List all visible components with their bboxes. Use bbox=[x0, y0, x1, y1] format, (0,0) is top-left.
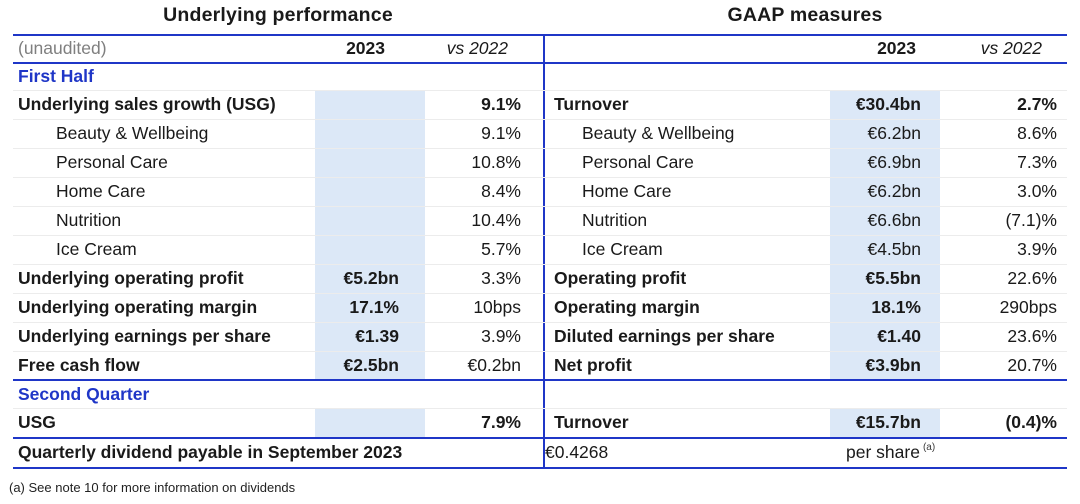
table-row-earnings-per-share: Underlying earnings per share €1.39 3.9%… bbox=[13, 323, 1067, 352]
table-row-home-care: Home Care 8.4% Home Care €6.2bn 3.0% bbox=[13, 178, 1067, 207]
value-2023 bbox=[315, 236, 425, 264]
value-vs-2022: (7.1)% bbox=[1005, 210, 1057, 231]
first-half-section-row: First Half bbox=[13, 64, 1067, 91]
value-vs-2022: 3.9% bbox=[481, 326, 521, 347]
value-vs-2022: 10bps bbox=[473, 297, 521, 318]
dividend-row: Quarterly dividend payable in September … bbox=[13, 439, 1067, 469]
table-row-q2-usg: USG 7.9% Turnover €15.7bn (0.4)% bbox=[13, 409, 1067, 439]
row-label: Turnover bbox=[554, 412, 629, 433]
value-2023 bbox=[315, 207, 425, 235]
table-row-operating-profit: Underlying operating profit €5.2bn 3.3% … bbox=[13, 265, 1067, 294]
row-label: Turnover bbox=[554, 94, 629, 115]
value-2023: €2.5bn bbox=[315, 352, 425, 379]
column-group-titles: Underlying performance GAAP measures bbox=[13, 4, 1067, 34]
col-vs-2022-right: vs 2022 bbox=[980, 38, 1042, 59]
results-table: (unaudited) 2023 vs 2022 2023 vs 2022 Fi… bbox=[13, 34, 1067, 469]
dividend-label: Quarterly dividend payable in September … bbox=[18, 442, 403, 463]
row-label: Net profit bbox=[554, 354, 632, 375]
row-label: Ice Cream bbox=[582, 239, 663, 260]
value-2023 bbox=[315, 120, 425, 148]
value-vs-2022: 2.7% bbox=[1017, 94, 1057, 115]
table-row-free-cash-flow: Free cash flow €2.5bn €0.2bn Net profit … bbox=[13, 352, 1067, 381]
row-label: Beauty & Wellbeing bbox=[56, 123, 209, 144]
value-vs-2022: 9.1% bbox=[481, 123, 521, 144]
value-2023 bbox=[315, 91, 425, 119]
row-label: Free cash flow bbox=[18, 354, 140, 375]
row-label: Home Care bbox=[582, 181, 672, 202]
value-vs-2022: 7.3% bbox=[1017, 152, 1057, 173]
value-vs-2022: €0.2bn bbox=[467, 354, 521, 375]
value-2023: €1.39 bbox=[315, 323, 425, 351]
row-label: Underlying earnings per share bbox=[18, 326, 271, 347]
row-label: Diluted earnings per share bbox=[554, 326, 775, 347]
footnote: (a) See note 10 for more information on … bbox=[9, 480, 296, 495]
value-2023: €30.4bn bbox=[830, 91, 940, 119]
header-spacer bbox=[545, 36, 830, 62]
row-label: Personal Care bbox=[582, 152, 694, 173]
value-vs-2022: 9.1% bbox=[481, 94, 521, 115]
value-vs-2022: 8.6% bbox=[1017, 123, 1057, 144]
gaap-measures-title: GAAP measures bbox=[727, 4, 883, 26]
value-vs-2022: 290bps bbox=[999, 297, 1057, 318]
second-quarter-heading: Second Quarter bbox=[18, 383, 150, 404]
row-label: Home Care bbox=[56, 181, 146, 202]
col-2023-right: 2023 bbox=[877, 38, 916, 59]
value-2023 bbox=[315, 409, 425, 437]
value-vs-2022: 10.8% bbox=[471, 152, 521, 173]
value-2023: €6.6bn bbox=[830, 207, 940, 235]
row-label: Underlying operating margin bbox=[18, 297, 258, 318]
value-2023: €5.2bn bbox=[315, 265, 425, 293]
table-row-operating-margin: Underlying operating margin 17.1% 10bps … bbox=[13, 294, 1067, 323]
value-vs-2022: 23.6% bbox=[1007, 326, 1057, 347]
value-2023: 18.1% bbox=[830, 294, 940, 322]
table-header-row: (unaudited) 2023 vs 2022 2023 vs 2022 bbox=[13, 34, 1067, 64]
value-2023 bbox=[315, 149, 425, 177]
value-2023: €6.9bn bbox=[830, 149, 940, 177]
value-vs-2022: 10.4% bbox=[471, 210, 521, 231]
table-row-nutrition: Nutrition 10.4% Nutrition €6.6bn (7.1)% bbox=[13, 207, 1067, 236]
value-2023: €1.40 bbox=[830, 323, 940, 351]
value-vs-2022: 22.6% bbox=[1007, 268, 1057, 289]
value-vs-2022: (0.4)% bbox=[1005, 412, 1057, 433]
table-row-usg: Underlying sales growth (USG) 9.1% Turno… bbox=[13, 91, 1067, 120]
second-quarter-section-row: Second Quarter bbox=[13, 381, 1067, 409]
col-2023-left: 2023 bbox=[346, 38, 385, 59]
row-label: Personal Care bbox=[56, 152, 168, 173]
row-label: USG bbox=[18, 412, 56, 433]
value-2023: €6.2bn bbox=[830, 178, 940, 206]
table-row-beauty-wellbeing: Beauty & Wellbeing 9.1% Beauty & Wellbei… bbox=[13, 120, 1067, 149]
table-row-personal-care: Personal Care 10.8% Personal Care €6.9bn… bbox=[13, 149, 1067, 178]
value-vs-2022: 8.4% bbox=[481, 181, 521, 202]
dividend-unit: per share (a) bbox=[846, 442, 936, 463]
unaudited-label: (unaudited) bbox=[18, 38, 107, 59]
value-2023: €5.5bn bbox=[830, 265, 940, 293]
value-vs-2022: 7.9% bbox=[481, 412, 521, 433]
value-vs-2022: 3.0% bbox=[1017, 181, 1057, 202]
value-2023: €3.9bn bbox=[830, 352, 940, 379]
underlying-performance-title: Underlying performance bbox=[163, 4, 393, 26]
row-label: Nutrition bbox=[56, 210, 122, 231]
value-vs-2022: 3.9% bbox=[1017, 239, 1057, 260]
row-label: Operating profit bbox=[554, 268, 687, 289]
value-2023 bbox=[315, 178, 425, 206]
row-label: Operating margin bbox=[554, 297, 700, 318]
first-half-heading: First Half bbox=[18, 66, 94, 87]
value-vs-2022: 3.3% bbox=[481, 268, 521, 289]
value-vs-2022: 20.7% bbox=[1007, 354, 1057, 375]
footnote-ref: (a) bbox=[922, 442, 936, 453]
row-label: Ice Cream bbox=[56, 239, 137, 260]
row-label: Underlying sales growth (USG) bbox=[18, 94, 276, 115]
table-row-ice-cream: Ice Cream 5.7% Ice Cream €4.5bn 3.9% bbox=[13, 236, 1067, 265]
value-2023: €4.5bn bbox=[830, 236, 940, 264]
row-label: Underlying operating profit bbox=[18, 268, 244, 289]
value-2023: 17.1% bbox=[315, 294, 425, 322]
value-2023: €15.7bn bbox=[830, 409, 940, 437]
dividend-value: €0.4268 bbox=[545, 442, 609, 463]
row-label: Beauty & Wellbeing bbox=[582, 123, 735, 144]
value-vs-2022: 5.7% bbox=[481, 239, 521, 260]
row-label: Nutrition bbox=[582, 210, 648, 231]
value-2023: €6.2bn bbox=[830, 120, 940, 148]
col-vs-2022-left: vs 2022 bbox=[446, 38, 508, 59]
